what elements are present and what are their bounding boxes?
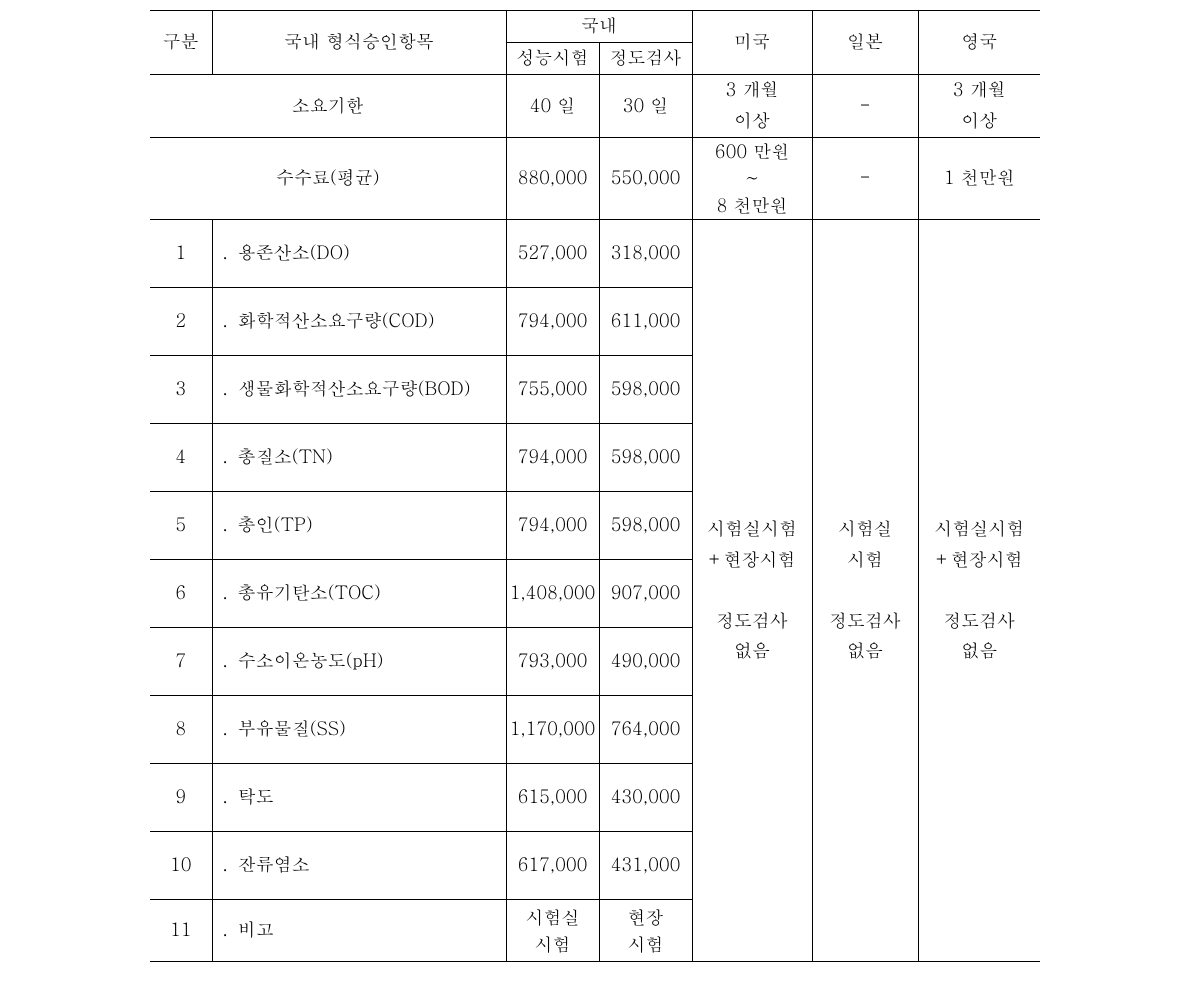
col-header-jp: 일본 bbox=[812, 11, 918, 75]
merged-us: 시험실시험+현장시험정도검사없음 bbox=[692, 220, 812, 962]
item-label: . 부유물질(SS) bbox=[212, 696, 506, 764]
item-no: 10 bbox=[150, 832, 212, 900]
item-ktest: 시험실시험 bbox=[506, 900, 599, 962]
cell-fee-kinsp: 550,000 bbox=[599, 138, 692, 220]
cell-duration-jp: - bbox=[812, 75, 918, 138]
item-ktest: 794,000 bbox=[506, 492, 599, 560]
item-no: 3 bbox=[150, 356, 212, 424]
col-header-uk: 영국 bbox=[918, 11, 1040, 75]
item-no: 1 bbox=[150, 220, 212, 288]
item-label: . 화학적산소요구량(COD) bbox=[212, 288, 506, 356]
col-header-domestic: 국내 bbox=[506, 11, 692, 43]
item-label: . 잔류염소 bbox=[212, 832, 506, 900]
merged-uk: 시험실시험+현장시험정도검사없음 bbox=[918, 220, 1040, 962]
cell-fee-jp: - bbox=[812, 138, 918, 220]
cell-duration-uk: 3 개월이상 bbox=[918, 75, 1040, 138]
item-kinsp: 907,000 bbox=[599, 560, 692, 628]
cell-duration-kinsp: 30 일 bbox=[599, 75, 692, 138]
item-ktest: 1,408,000 bbox=[506, 560, 599, 628]
cell-duration-us: 3 개월이상 bbox=[692, 75, 812, 138]
item-no: 8 bbox=[150, 696, 212, 764]
col-header-item: 국내 형식승인항목 bbox=[212, 11, 506, 75]
item-ktest: 617,000 bbox=[506, 832, 599, 900]
item-ktest: 794,000 bbox=[506, 288, 599, 356]
cell-duration-ktest: 40 일 bbox=[506, 75, 599, 138]
cell-fee-ktest: 880,000 bbox=[506, 138, 599, 220]
item-ktest: 527,000 bbox=[506, 220, 599, 288]
item-label: . 수소이온농도(pH) bbox=[212, 628, 506, 696]
item-no: 6 bbox=[150, 560, 212, 628]
item-no: 7 bbox=[150, 628, 212, 696]
item-kinsp: 490,000 bbox=[599, 628, 692, 696]
col-header-gubun: 구분 bbox=[150, 11, 212, 75]
item-kinsp: 611,000 bbox=[599, 288, 692, 356]
col-header-accuracy-insp: 정도검사 bbox=[599, 43, 692, 75]
item-label: . 용존산소(DO) bbox=[212, 220, 506, 288]
item-label: . 총인(TP) bbox=[212, 492, 506, 560]
item-kinsp: 764,000 bbox=[599, 696, 692, 764]
item-kinsp: 598,000 bbox=[599, 424, 692, 492]
item-no: 4 bbox=[150, 424, 212, 492]
col-header-us: 미국 bbox=[692, 11, 812, 75]
item-label: . 생물화학적산소요구량(BOD) bbox=[212, 356, 506, 424]
item-ktest: 615,000 bbox=[506, 764, 599, 832]
cell-fee-us: 600 만원~8 천만원 bbox=[692, 138, 812, 220]
row-fee-label: 수수료(평균) bbox=[150, 138, 506, 220]
col-header-perf-test: 성능시험 bbox=[506, 43, 599, 75]
item-kinsp: 598,000 bbox=[599, 492, 692, 560]
item-no: 9 bbox=[150, 764, 212, 832]
item-label: . 비고 bbox=[212, 900, 506, 962]
item-kinsp: 598,000 bbox=[599, 356, 692, 424]
item-ktest: 793,000 bbox=[506, 628, 599, 696]
item-ktest: 794,000 bbox=[506, 424, 599, 492]
item-no: 2 bbox=[150, 288, 212, 356]
cell-fee-uk: 1 천만원 bbox=[918, 138, 1040, 220]
item-ktest: 1,170,000 bbox=[506, 696, 599, 764]
row-duration-label: 소요기한 bbox=[150, 75, 506, 138]
item-no: 11 bbox=[150, 900, 212, 962]
item-kinsp: 430,000 bbox=[599, 764, 692, 832]
item-kinsp: 431,000 bbox=[599, 832, 692, 900]
item-kinsp: 318,000 bbox=[599, 220, 692, 288]
approval-comparison-table: 구분 국내 형식승인항목 국내 미국 일본 영국 성능시험 정도검사 소요기한 … bbox=[150, 10, 1040, 962]
item-label: . 탁도 bbox=[212, 764, 506, 832]
item-kinsp: 현장시험 bbox=[599, 900, 692, 962]
item-label: . 총유기탄소(TOC) bbox=[212, 560, 506, 628]
merged-jp: 시험실시험정도검사없음 bbox=[812, 220, 918, 962]
item-no: 5 bbox=[150, 492, 212, 560]
item-label: . 총질소(TN) bbox=[212, 424, 506, 492]
item-ktest: 755,000 bbox=[506, 356, 599, 424]
